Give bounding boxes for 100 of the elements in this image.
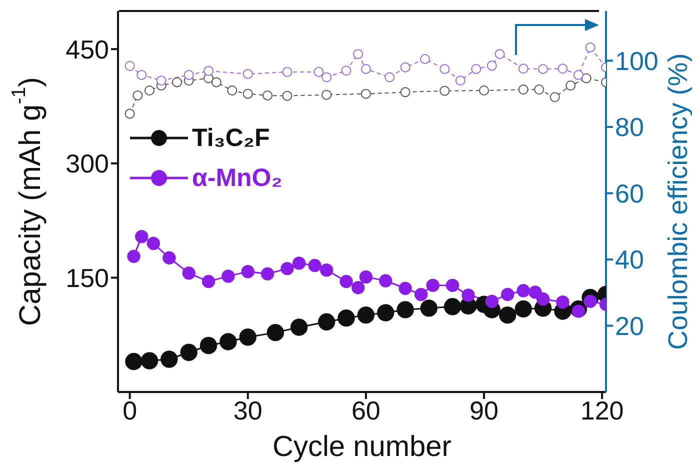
point: [136, 70, 147, 80]
point: [200, 336, 218, 354]
point: [462, 288, 475, 302]
x-tick-label: 30: [233, 395, 262, 426]
y2-tick-label: 40: [615, 244, 644, 275]
point: [266, 324, 284, 342]
point: [340, 274, 353, 288]
point: [156, 76, 166, 86]
point: [420, 54, 430, 64]
x-tick-label: 120: [580, 395, 624, 426]
point: [135, 230, 148, 244]
point: [132, 90, 143, 100]
x-axis-title: Cycle number: [272, 431, 452, 463]
point: [353, 49, 364, 60]
point: [292, 256, 306, 270]
point: [290, 318, 308, 336]
point: [204, 66, 214, 76]
point: [400, 62, 410, 72]
point: [556, 295, 570, 309]
point: [125, 352, 142, 370]
point: [127, 250, 140, 263]
point: [162, 251, 176, 264]
point: [426, 278, 440, 292]
point: [282, 66, 292, 77]
point: [322, 90, 332, 100]
point: [308, 258, 322, 272]
point: [146, 236, 160, 250]
point: [140, 352, 158, 370]
point: [550, 92, 560, 102]
point: [360, 64, 371, 74]
y-tick-label: 300: [66, 148, 109, 179]
x-tick-label: 0: [122, 395, 138, 426]
point: [444, 298, 462, 316]
point: [446, 278, 460, 292]
point: [318, 313, 336, 330]
point: [455, 76, 466, 86]
point: [440, 86, 450, 96]
point: [377, 304, 394, 322]
point: [585, 42, 596, 52]
point: [566, 80, 576, 91]
point: [471, 64, 482, 74]
point: [573, 70, 584, 80]
legend-label: Ti₃C₂F: [192, 124, 270, 152]
point: [479, 86, 489, 96]
y2-tick-label: 20: [615, 310, 644, 341]
point: [514, 300, 532, 318]
point: [280, 262, 294, 276]
point: [314, 66, 324, 77]
point: [357, 306, 375, 324]
point: [414, 288, 428, 302]
point: [538, 64, 548, 74]
point: [379, 274, 392, 288]
point: [494, 49, 505, 60]
y-tick-label: 450: [66, 34, 109, 64]
point: [227, 86, 238, 96]
point: [501, 288, 514, 302]
point: [182, 266, 196, 280]
point: [338, 309, 355, 327]
point: [172, 77, 182, 88]
point: [534, 84, 544, 95]
legend-label: α-MnO₂: [192, 164, 282, 192]
point: [241, 265, 254, 278]
point: [440, 64, 450, 74]
point: [516, 284, 530, 298]
point: [220, 333, 237, 350]
point: [242, 68, 253, 79]
point: [420, 300, 438, 317]
point: [144, 86, 154, 96]
point: [160, 350, 178, 368]
point: [222, 270, 235, 283]
point: [202, 274, 216, 288]
x-tick-label: 90: [470, 395, 498, 426]
point: [211, 77, 222, 88]
point: [384, 72, 395, 82]
point: [518, 84, 528, 95]
point: [536, 292, 550, 306]
point: [341, 66, 352, 76]
point: [360, 88, 371, 99]
x-tick-label: 60: [351, 395, 380, 426]
point: [242, 88, 253, 99]
point: [499, 306, 516, 324]
point: [320, 263, 334, 277]
point: [124, 108, 135, 119]
point: [124, 60, 135, 71]
point: [262, 90, 273, 100]
point: [359, 270, 373, 284]
point: [282, 90, 292, 101]
point: [486, 60, 497, 71]
y2-tick-label: 100: [615, 46, 658, 76]
point: [351, 281, 365, 294]
point: [398, 282, 412, 295]
y2-tick-label: 80: [615, 112, 644, 142]
point: [260, 267, 274, 280]
point: [322, 72, 332, 82]
y-tick-label: 150: [66, 262, 109, 293]
point: [581, 73, 592, 84]
point: [518, 64, 528, 74]
y2-tick-label: 60: [615, 178, 644, 208]
point: [558, 64, 568, 74]
point: [485, 294, 498, 308]
